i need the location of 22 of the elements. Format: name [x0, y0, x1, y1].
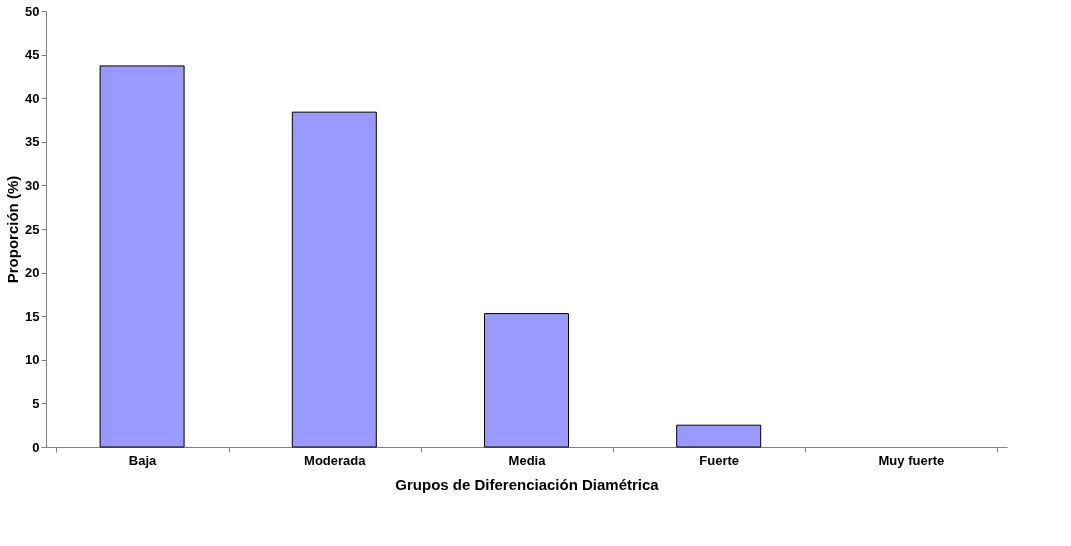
- y-tick-label: 45: [25, 47, 40, 63]
- x-tick-label: Moderada: [304, 452, 367, 468]
- bar: [291, 111, 377, 448]
- x-axis-title: Grupos de Diferenciación Diamétrica: [395, 475, 660, 493]
- bar: [484, 313, 569, 448]
- x-tick-label: Baja: [128, 452, 158, 468]
- y-tick-label: 0: [32, 439, 40, 455]
- y-tick-label: 5: [32, 395, 40, 411]
- bar: [99, 65, 185, 448]
- y-axis-title: Proporción (%): [4, 175, 22, 284]
- y-tick-label: 10: [25, 352, 40, 368]
- y-tick-label: 35: [25, 134, 40, 150]
- y-tick-label: 25: [25, 221, 40, 237]
- y-tick-label: 15: [25, 308, 40, 324]
- y-tick-label: 30: [25, 177, 40, 193]
- y-tick-label: 50: [25, 3, 40, 19]
- x-tick-label: Fuerte: [699, 452, 740, 468]
- y-tick-label: 40: [25, 90, 40, 106]
- x-tick-label: Muy fuerte: [878, 452, 945, 468]
- y-tick-label: 20: [25, 265, 40, 281]
- x-tick-label: Media: [508, 452, 547, 468]
- bar: [676, 424, 762, 448]
